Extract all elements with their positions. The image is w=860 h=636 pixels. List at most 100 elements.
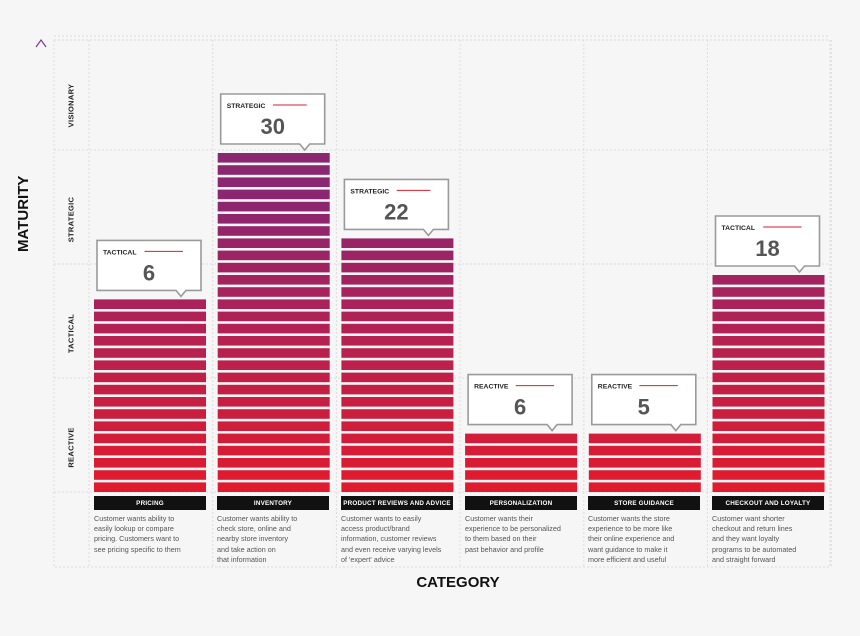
callout-box (467, 373, 573, 432)
bar-stripe (217, 165, 330, 175)
bar-stripe (588, 445, 701, 456)
category-description: Customer wants ability to easily lookup … (94, 514, 181, 554)
bar-stripe (94, 323, 206, 334)
bar-stripe (712, 421, 825, 431)
bar-stripe (712, 470, 825, 480)
bar-stripe (588, 482, 701, 492)
bar-stripe (94, 433, 206, 444)
bar-stripe (217, 287, 330, 297)
category-label-pricing: PRICING (94, 496, 206, 510)
bar-stripe (712, 323, 825, 334)
bar-stripe (341, 311, 454, 322)
bar-stripe (217, 311, 330, 322)
bar-stripe (712, 299, 825, 309)
bar-stripe (465, 433, 578, 444)
bar-stripe (217, 458, 330, 468)
bar-stripe (341, 275, 454, 285)
bar-stripe (217, 299, 330, 309)
callout-value: 5 (638, 395, 650, 420)
bar-stripe (341, 470, 454, 480)
bar-stripe (712, 384, 825, 395)
bar-stripe (94, 384, 206, 395)
category-label-store-guidance: STORE GUIDANCE (588, 496, 700, 510)
bar-stripe (588, 433, 701, 444)
bar-stripe (217, 275, 330, 285)
bar-stripe (712, 458, 825, 468)
bar-stripe (712, 397, 825, 407)
bar-stripe (341, 250, 454, 261)
bar-stripe (94, 336, 206, 346)
bar-stripe (217, 482, 330, 492)
bar-stripe (341, 360, 454, 370)
bar-stripe (217, 323, 330, 334)
bar-stripe (217, 360, 330, 370)
bar-stripe (217, 445, 330, 456)
y-level-label: REACTIVE (66, 427, 76, 468)
bar-stripe (341, 384, 454, 395)
callout-value: 6 (514, 395, 526, 420)
bar-stripe (712, 275, 825, 285)
bar-stripe (217, 250, 330, 261)
bar-stripe (94, 470, 206, 480)
category-description: Customer want shorter checkout and retur… (712, 514, 797, 564)
bar-stripe (341, 336, 454, 346)
category-label-personalization: PERSONALIZATION (465, 496, 577, 510)
category-label-inventory: INVENTORY (217, 496, 329, 510)
y-level-label: STRATEGIC (66, 196, 76, 243)
bar-stripe (712, 372, 825, 383)
bar-stripe (712, 336, 825, 346)
callout-maturity-label: STRATEGIC (350, 188, 389, 195)
bar-stripe (341, 397, 454, 407)
x-axis-title: CATEGORY (416, 574, 500, 591)
bar-stripe (341, 262, 454, 273)
bar-stripe (94, 458, 206, 468)
category-description: Customer wants their experience to be pe… (465, 514, 561, 554)
bar-stripe (217, 409, 330, 419)
bar-stripe (341, 372, 454, 383)
bar-stripe (217, 201, 330, 212)
callout-value: 30 (260, 114, 284, 139)
callout-maturity-label: REACTIVE (474, 384, 509, 391)
bar-stripe (341, 433, 454, 444)
callout-box (219, 93, 326, 152)
bar-stripe (94, 409, 206, 419)
category-description: Customer wants to easily access product/… (341, 514, 442, 564)
category-description: Customer wants the store experience to b… (588, 514, 675, 564)
bar-stripe (465, 458, 578, 468)
callout-box (591, 373, 697, 432)
bar-stripe (341, 299, 454, 309)
bar-stripe (217, 153, 330, 163)
bar-stripe (217, 214, 330, 224)
bar-stripe (465, 482, 578, 492)
bar-stripe (94, 299, 206, 309)
bar-stripe (341, 409, 454, 419)
bar-stripe (465, 445, 578, 456)
y-level-label: VISIONARY (66, 83, 76, 128)
category-description: Customer wants ability to check store, o… (217, 514, 298, 564)
bar-stripe (712, 360, 825, 370)
bar-stripe (94, 482, 206, 492)
callout-maturity-label: REACTIVE (598, 384, 633, 391)
bar-stripe (341, 482, 454, 492)
bar-stripe (94, 421, 206, 431)
bar-stripe (94, 397, 206, 407)
bar-stripe (341, 445, 454, 456)
callout-value: 22 (384, 199, 408, 224)
bar-stripe (217, 384, 330, 395)
bar-stripe (712, 409, 825, 419)
bar-stripe (712, 482, 825, 492)
bar-stripe (217, 470, 330, 480)
bar-stripe (465, 470, 578, 480)
category-label-checkout-loyalty: CHECKOUT AND LOYALTY (712, 496, 824, 510)
bar-stripe (341, 323, 454, 334)
y-level-label: TACTICAL (66, 313, 76, 354)
bar-stripe (217, 189, 330, 200)
bar-stripe (341, 458, 454, 468)
callout-maturity-label: TACTICAL (103, 249, 136, 256)
bar-stripe (94, 348, 206, 358)
callout-box (96, 239, 202, 298)
callout-value: 18 (755, 236, 779, 261)
callout-box (343, 178, 450, 237)
callout-box (714, 215, 821, 274)
